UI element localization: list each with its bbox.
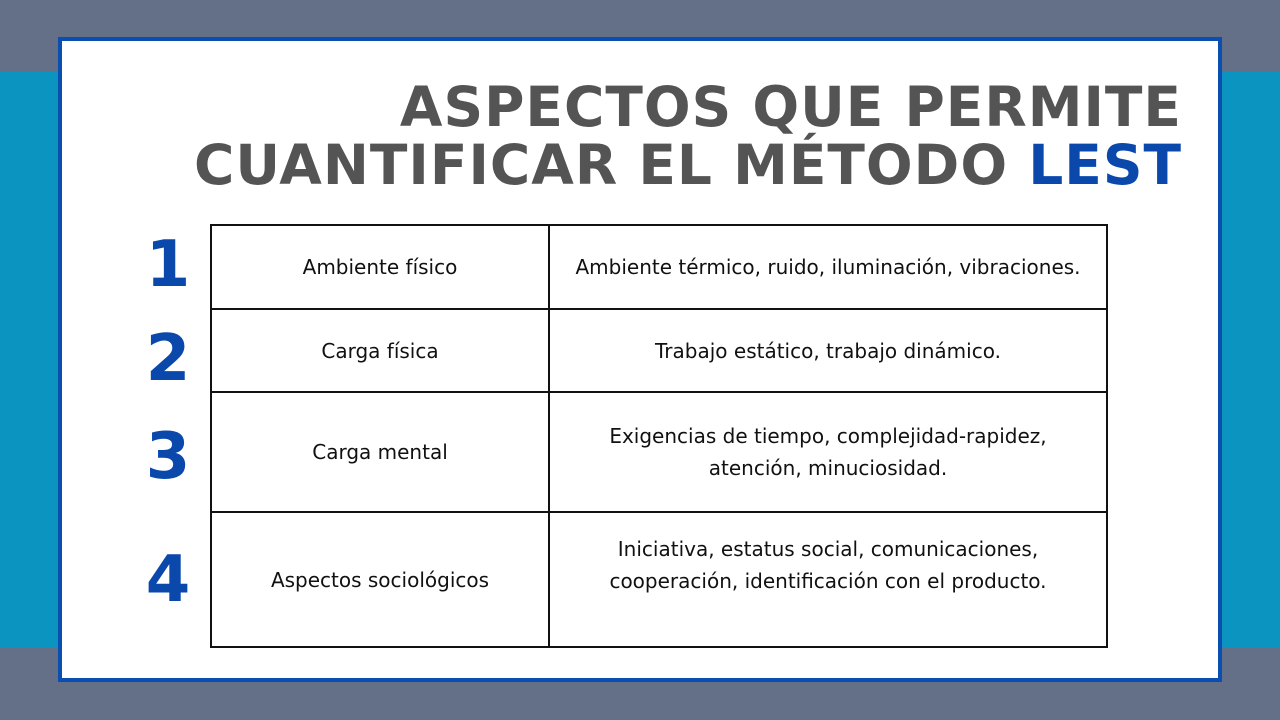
aspect-cell: Aspectos sociológicos [210,511,550,648]
table-row: Carga mental Exigencias de tiempo, compl… [210,391,1108,513]
details-cell: Trabajo estático, trabajo dinámico. [548,308,1108,393]
row-number: 1 [145,228,191,302]
title-line-1: ASPECTOS QUE PERMITE [399,75,1182,139]
table-row: Ambiente físico Ambiente térmico, ruido,… [210,224,1108,310]
aspects-table: Ambiente físico Ambiente térmico, ruido,… [210,224,1108,648]
row-number: 2 [145,322,191,396]
details-cell: Ambiente térmico, ruido, iluminación, vi… [548,224,1108,310]
title-line-2-text: CUANTIFICAR EL MÉTODO [193,133,1009,197]
slide-title: ASPECTOS QUE PERMITE CUANTIFICAR EL MÉTO… [194,78,1182,194]
details-cell: Iniciativa, estatus social, comunicacion… [548,511,1108,648]
table-row: Aspectos sociológicos Iniciativa, estatu… [210,511,1108,648]
aspect-cell: Carga mental [210,391,550,513]
title-line-2: CUANTIFICAR EL MÉTODO LEST [194,136,1182,194]
table-row: Carga física Trabajo estático, trabajo d… [210,308,1108,393]
details-cell: Exigencias de tiempo, complejidad-rapide… [548,391,1108,513]
row-number: 3 [145,420,191,494]
row-number: 4 [145,543,191,617]
aspect-cell: Carga física [210,308,550,393]
title-accent: LEST [1028,133,1182,197]
aspect-cell: Ambiente físico [210,224,550,310]
